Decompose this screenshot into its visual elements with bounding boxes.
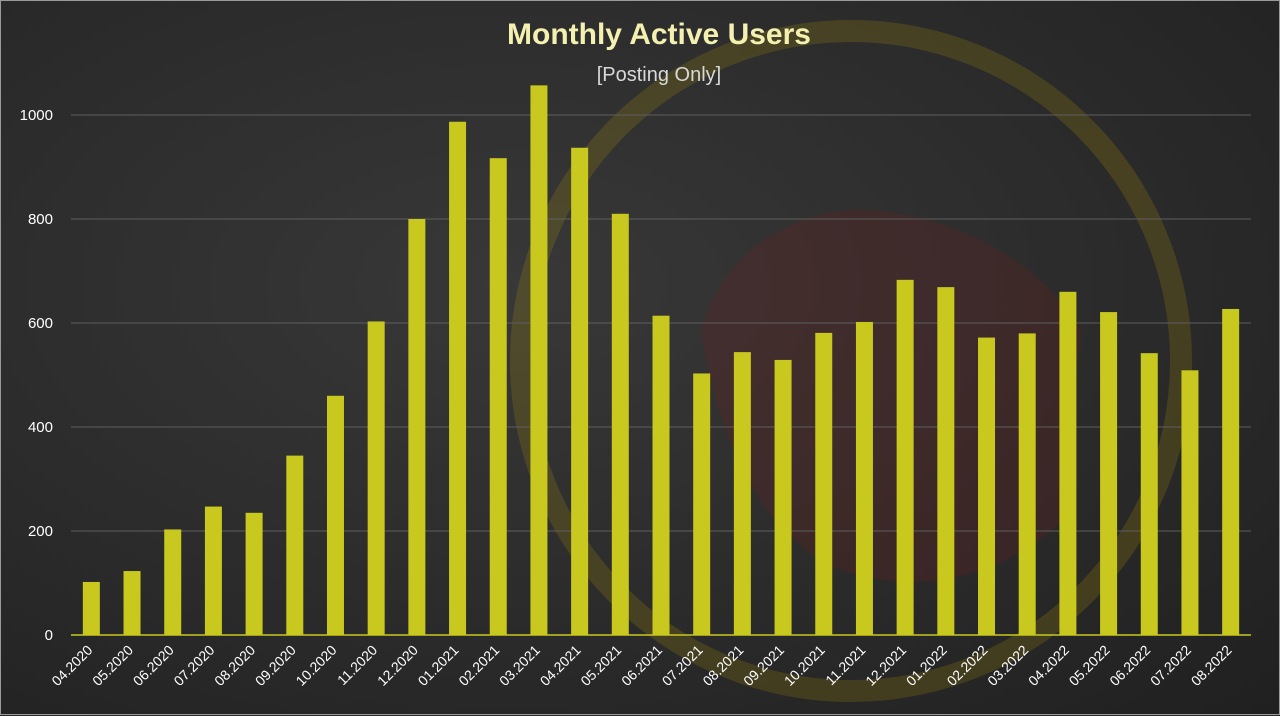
bar-06.2020	[164, 529, 182, 635]
x-tick-label: 11.2020	[334, 642, 381, 689]
bar-09.2021	[774, 359, 792, 635]
x-tick-label: 04.2020	[48, 642, 95, 689]
bar-08.2021	[733, 352, 751, 635]
x-tick-label: 10.2020	[293, 642, 340, 689]
y-tick-label: 0	[45, 627, 53, 644]
bar-08.2020	[245, 512, 263, 635]
x-tick-label: 08.2022	[1188, 642, 1235, 689]
bar-04.2020	[82, 581, 100, 635]
bar-05.2022	[1100, 312, 1118, 635]
y-tick-label: 1000	[20, 107, 53, 124]
bar-11.2020	[367, 321, 385, 635]
bar-04.2022	[1059, 291, 1077, 635]
bar-09.2020	[286, 455, 304, 635]
bar-06.2022	[1140, 353, 1158, 635]
bar-11.2021	[855, 321, 873, 635]
x-tick-label: 09.2020	[252, 642, 299, 689]
chart-subtitle: [Posting Only]	[597, 64, 722, 86]
bar-05.2021	[611, 213, 629, 636]
y-tick-label: 400	[28, 419, 53, 436]
bar-12.2021	[896, 279, 914, 635]
bar-10.2020	[326, 395, 344, 635]
x-tick-label: 05.2022	[1066, 642, 1113, 689]
x-tick-label: 01.2021	[415, 642, 462, 689]
x-tick-label: 06.2021	[618, 642, 665, 689]
bar-02.2022	[978, 337, 996, 635]
x-tick-label: 06.2020	[130, 642, 177, 689]
bar-04.2021	[571, 147, 589, 635]
bar-01.2021	[449, 121, 467, 635]
x-tick-label: 08.2020	[211, 642, 258, 689]
bar-07.2020	[204, 506, 222, 635]
x-tick-label: 06.2022	[1106, 642, 1153, 689]
bar-03.2022	[1018, 333, 1036, 635]
chart-title: Monthly Active Users	[507, 18, 811, 51]
x-tick-label: 03.2021	[496, 642, 543, 689]
bar-05.2020	[123, 571, 141, 635]
bar-03.2021	[530, 85, 548, 636]
y-tick-label: 600	[28, 315, 53, 332]
y-tick-label: 200	[28, 523, 53, 540]
bar-10.2021	[815, 332, 833, 635]
x-tick-label: 07.2020	[170, 642, 217, 689]
x-tick-label: 02.2021	[455, 642, 502, 689]
y-axis-ticks: 0 200 400 600 800 1000	[20, 107, 53, 644]
x-tick-label: 07.2022	[1147, 642, 1194, 689]
bar-07.2021	[693, 373, 711, 635]
bar-06.2021	[652, 315, 670, 635]
bar-12.2020	[408, 219, 426, 635]
y-tick-label: 800	[28, 211, 53, 228]
x-tick-label: 12.2020	[374, 642, 421, 689]
x-tick-label: 05.2021	[577, 642, 624, 689]
bar-07.2022	[1181, 370, 1199, 635]
x-tick-label: 04.2021	[537, 642, 584, 689]
bar-08.2022	[1222, 308, 1240, 635]
bars	[82, 85, 1240, 636]
x-axis-ticks: 04.202005.202006.202007.202008.202009.20…	[48, 642, 1235, 689]
x-tick-label: 05.2020	[89, 642, 136, 689]
bar-02.2021	[489, 158, 507, 635]
bar-01.2022	[937, 287, 955, 635]
